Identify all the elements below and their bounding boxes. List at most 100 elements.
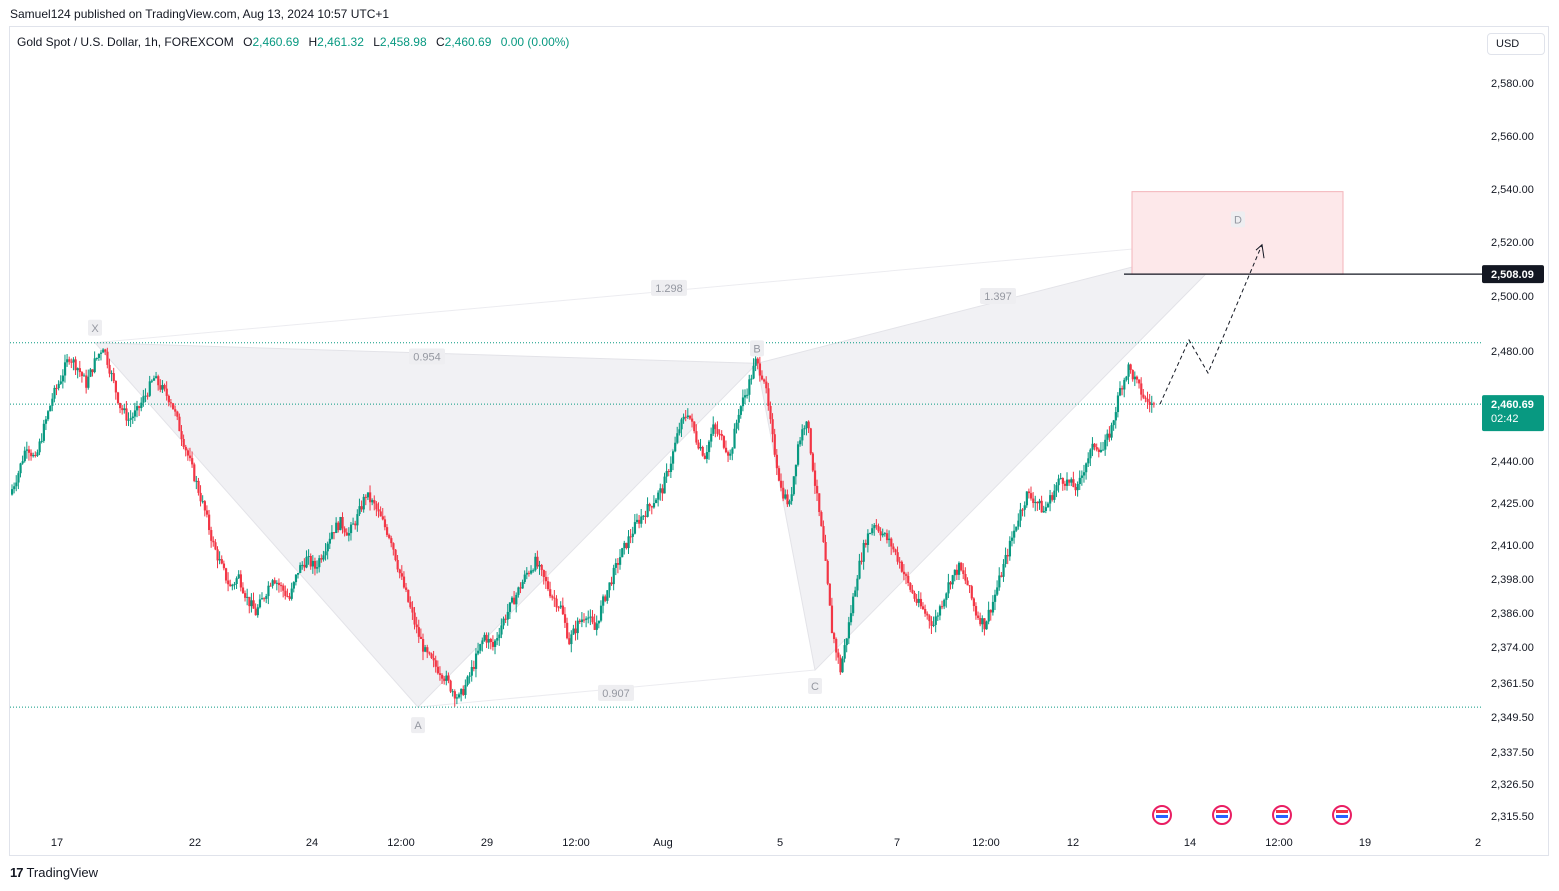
candle-body <box>972 598 976 607</box>
candle-body <box>790 494 793 502</box>
candle-body <box>373 500 376 504</box>
candle-body <box>110 373 113 375</box>
candle-body <box>527 572 531 574</box>
candle-body <box>947 582 950 594</box>
candle-body <box>593 622 596 630</box>
candle-body <box>426 647 429 653</box>
candle-body <box>326 543 329 552</box>
candle-body <box>1140 383 1143 395</box>
candle-body <box>943 599 946 607</box>
candle-body <box>801 429 804 441</box>
time-tick-label: 24 <box>306 837 318 849</box>
footer-brand[interactable]: 17 TradingView <box>10 865 98 880</box>
candle-body <box>97 353 101 358</box>
candle-body <box>993 594 997 602</box>
candle-body <box>352 523 355 525</box>
candle-body <box>1080 475 1084 478</box>
candle-body <box>1061 477 1064 484</box>
candle-body <box>941 606 944 608</box>
candle-body <box>436 666 440 674</box>
price-tick-label: 2,560.00 <box>1491 131 1534 143</box>
candle-body <box>731 448 734 454</box>
candle-body <box>697 442 700 449</box>
close-value: 2,460.69 <box>444 35 492 49</box>
candle-body <box>1112 420 1115 426</box>
candle-body <box>390 538 393 544</box>
candle-body <box>913 592 916 599</box>
price-tick-label: 2,349.50 <box>1491 712 1534 724</box>
candle-body <box>188 455 192 459</box>
candle-body <box>663 476 666 494</box>
candle-body <box>716 429 719 434</box>
candle-body <box>544 577 548 582</box>
candle-body <box>604 596 607 601</box>
candle-body <box>515 594 518 605</box>
candle-body <box>210 530 213 541</box>
candle-body <box>224 568 228 581</box>
candle-body <box>985 621 988 630</box>
candle-body <box>576 620 579 634</box>
candle-body <box>735 422 738 429</box>
candle-body <box>19 463 22 474</box>
candle-body <box>1125 376 1128 380</box>
price-tick-label: 2,386.00 <box>1491 608 1534 620</box>
candle-body <box>78 368 81 373</box>
candle-body <box>830 605 834 634</box>
candle-body <box>1040 500 1043 513</box>
candle-body <box>445 675 448 681</box>
candle-body <box>379 511 382 517</box>
candle-body <box>642 515 645 517</box>
candle-body <box>665 471 668 477</box>
candle-body <box>23 450 26 462</box>
candle-body <box>59 381 62 384</box>
candle-body <box>66 359 69 363</box>
level-price-tag <box>1482 265 1544 284</box>
candle-body <box>369 492 372 503</box>
candle-body <box>318 558 321 568</box>
candle-body <box>646 504 649 517</box>
ratio-label: 1.397 <box>984 291 1012 303</box>
candle-body <box>602 596 605 606</box>
candle-body <box>619 557 622 565</box>
time-tick-label: 12:00 <box>387 837 415 849</box>
candle-body <box>782 487 785 499</box>
currency-button[interactable]: USD <box>1487 33 1545 55</box>
candle-body <box>1093 443 1096 448</box>
candle-body <box>841 658 844 673</box>
candle-body <box>458 694 461 698</box>
candle-body <box>1089 449 1092 459</box>
candle-body <box>756 358 759 364</box>
candle-body <box>674 442 677 452</box>
candle-body <box>691 418 694 422</box>
candle-body <box>695 431 698 443</box>
candle-body <box>915 598 918 603</box>
candle-body <box>345 532 348 536</box>
time-tick-label: 29 <box>481 837 493 849</box>
candle-body <box>968 585 971 587</box>
candle-body <box>227 580 230 585</box>
candle-body <box>13 486 16 490</box>
candle-body <box>413 612 416 625</box>
candle-body <box>280 585 283 587</box>
candle-body <box>341 517 344 529</box>
candle-body <box>1066 479 1069 486</box>
candle-body <box>907 575 910 584</box>
candle-body <box>377 509 380 512</box>
candle-body <box>686 415 690 418</box>
candle-body <box>273 580 276 584</box>
candle-body <box>260 598 264 600</box>
candle-body <box>11 489 14 495</box>
candle-body <box>705 452 709 459</box>
candle-body <box>625 542 628 549</box>
candle-body <box>258 599 262 608</box>
candle-body <box>157 376 160 386</box>
price-tick-label: 2,337.50 <box>1491 747 1534 759</box>
point-label: X <box>91 323 99 335</box>
candle-body <box>760 375 764 380</box>
candle-body <box>138 406 141 409</box>
point-label: A <box>414 720 422 732</box>
candle-body <box>678 429 681 434</box>
time-tick-label: 7 <box>894 837 900 849</box>
brand-name: TradingView <box>26 865 99 880</box>
